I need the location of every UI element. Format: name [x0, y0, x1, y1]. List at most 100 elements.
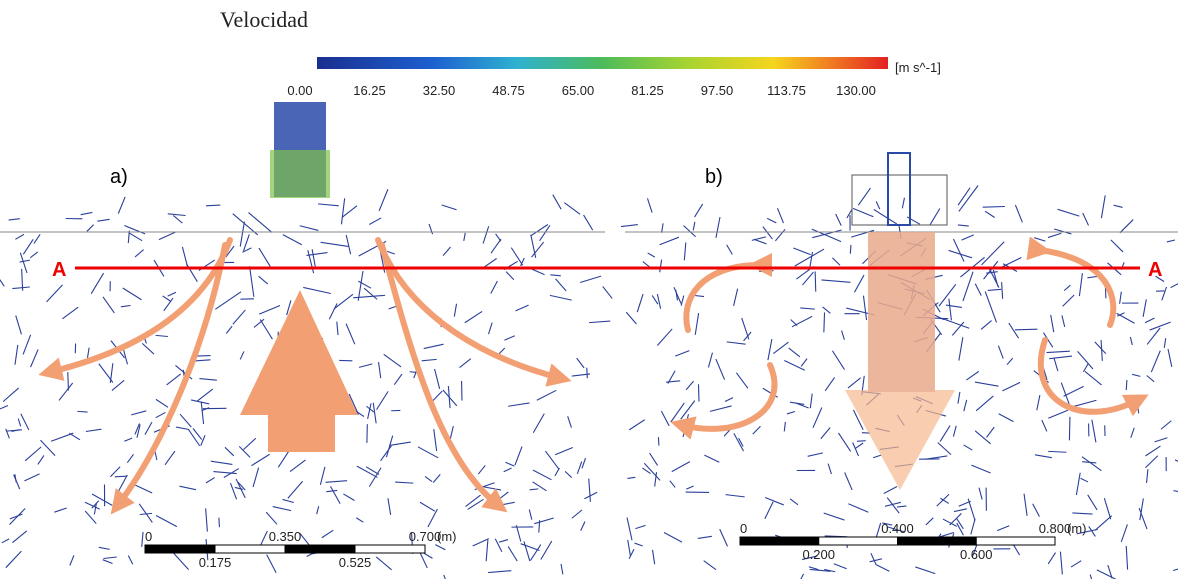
vector: [126, 453, 134, 464]
vector: [239, 351, 245, 360]
scale-label: 0: [145, 529, 152, 544]
vector: [144, 421, 153, 435]
vector: [586, 367, 588, 379]
vector: [232, 213, 259, 236]
vector: [1006, 357, 1014, 366]
vector: [986, 426, 995, 438]
vector: [789, 498, 799, 506]
vector: [704, 454, 720, 463]
vector: [225, 325, 233, 334]
vector: [50, 432, 74, 442]
vector: [1154, 437, 1168, 443]
vector: [821, 279, 851, 283]
vector: [862, 295, 868, 321]
vector: [1119, 291, 1122, 304]
vector: [683, 242, 687, 261]
vector: [1174, 459, 1178, 462]
vector: [15, 315, 22, 335]
vector: [694, 313, 700, 335]
vector: [22, 239, 34, 255]
vector: [656, 328, 673, 346]
vector: [833, 563, 847, 570]
vector: [998, 413, 1014, 423]
vector: [987, 288, 1002, 291]
vector: [85, 428, 102, 433]
vector: [530, 544, 542, 561]
vector: [289, 459, 306, 473]
vector: [957, 224, 969, 227]
vector: [1089, 574, 1093, 579]
vector: [378, 189, 389, 212]
vector: [846, 208, 853, 219]
vector: [1100, 340, 1103, 361]
vector: [649, 452, 659, 466]
colorbar-tick-label: 97.50: [701, 83, 734, 98]
vector: [319, 466, 326, 485]
vector: [0, 278, 5, 287]
vector: [963, 444, 973, 451]
vector: [237, 481, 246, 491]
vector: [929, 208, 941, 225]
vector: [286, 300, 292, 316]
vector: [1075, 472, 1081, 496]
vector: [788, 347, 801, 358]
jet-b: [887, 152, 911, 226]
scale-label: 0.600: [960, 547, 993, 562]
vector: [751, 236, 767, 241]
vector: [675, 289, 679, 301]
vector: [1082, 461, 1097, 464]
vector: [1081, 456, 1102, 472]
vector: [738, 437, 744, 447]
vector: [395, 481, 414, 484]
scale-label: 0.350: [269, 529, 302, 544]
scale-segment: [284, 544, 356, 554]
vector: [213, 470, 237, 475]
colorbar-tick-label: 48.75: [492, 83, 525, 98]
vector: [386, 250, 395, 255]
vector: [823, 312, 826, 333]
vector: [870, 552, 877, 565]
vector: [937, 442, 952, 456]
vector: [383, 353, 402, 368]
vector: [84, 510, 97, 524]
vector: [822, 306, 831, 314]
vector: [924, 455, 948, 460]
vector: [328, 303, 338, 320]
vector: [210, 460, 233, 466]
flow: [670, 362, 778, 440]
vector: [560, 563, 564, 575]
vector: [520, 257, 525, 267]
vector: [505, 271, 515, 281]
vector: [915, 566, 936, 575]
vector: [345, 323, 356, 345]
vector: [791, 315, 813, 328]
vector: [1080, 477, 1089, 483]
vector: [642, 467, 651, 474]
vector: [1014, 328, 1038, 331]
vector: [811, 228, 842, 243]
colorbar-ticks: 0.00 16.25 32.50 48.75 65.00 81.25 97.50 113.75…: [287, 83, 876, 98]
vector: [259, 319, 273, 340]
vector: [1173, 490, 1178, 492]
vector: [1091, 419, 1097, 443]
vector: [181, 246, 189, 269]
vector: [670, 402, 685, 423]
vector: [1166, 239, 1176, 243]
vector: [715, 216, 721, 239]
vector: [1047, 552, 1056, 565]
vector: [896, 505, 907, 508]
vector: [1146, 375, 1155, 383]
vector: [214, 291, 242, 310]
vector: [949, 513, 962, 526]
flow: [683, 252, 773, 333]
vector: [869, 558, 883, 563]
vector: [421, 358, 437, 362]
vector: [363, 287, 378, 300]
vector: [849, 244, 852, 254]
colorbar-tick-label: 81.25: [631, 83, 664, 98]
vector: [1087, 494, 1098, 511]
vector: [1145, 469, 1149, 484]
scale-label: 0.525: [339, 555, 372, 570]
vector: [102, 296, 115, 314]
vector: [488, 570, 512, 574]
